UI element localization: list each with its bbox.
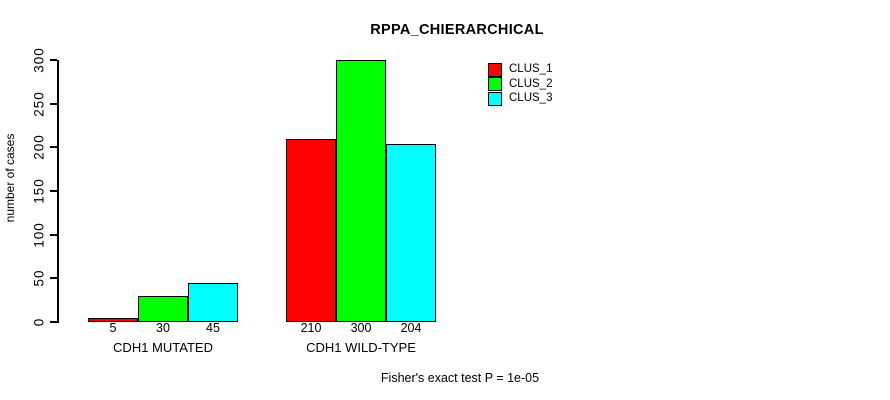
y-tick-label: 150 bbox=[31, 178, 47, 204]
legend-label: CLUS_2 bbox=[509, 77, 553, 90]
category-label: CDH1 WILD-TYPE bbox=[306, 340, 416, 355]
y-axis-label: number of cases bbox=[3, 133, 17, 223]
bar-value-label: 45 bbox=[206, 321, 220, 335]
bar-value-label: 210 bbox=[300, 321, 322, 335]
bar-clus_3-group2 bbox=[386, 143, 436, 322]
legend-swatch-icon bbox=[488, 62, 502, 77]
y-tick-mark bbox=[50, 59, 57, 61]
legend-item: CLUS_1 bbox=[488, 62, 553, 77]
legend-swatch-icon bbox=[488, 91, 502, 106]
y-tick-label: 200 bbox=[31, 134, 47, 161]
bar-clus_3-group1 bbox=[188, 282, 238, 322]
bar-clus_2-group1 bbox=[138, 295, 188, 322]
fisher-test-annotation: Fisher's exact test P = 1e-05 bbox=[380, 371, 540, 385]
bar-value-label: 5 bbox=[109, 321, 117, 335]
y-tick-mark bbox=[50, 190, 57, 192]
y-axis-line bbox=[57, 60, 59, 323]
bar-clus_2-group2 bbox=[336, 60, 386, 322]
legend-label: CLUS_3 bbox=[509, 92, 553, 104]
y-tick-label: 250 bbox=[31, 90, 47, 117]
bar-value-label: 30 bbox=[156, 321, 170, 335]
y-tick-mark bbox=[50, 233, 57, 236]
y-tick-label: 50 bbox=[31, 269, 47, 287]
legend: CLUS_1 CLUS_2 CLUS_3 bbox=[488, 62, 553, 107]
category-label: CDH1 MUTATED bbox=[113, 340, 213, 355]
bar-clus_1-group2 bbox=[286, 138, 336, 322]
legend-item: CLUS_2 bbox=[488, 77, 553, 91]
y-tick-mark bbox=[50, 146, 57, 149]
y-tick-label: 100 bbox=[31, 221, 47, 248]
bar-value-label: 204 bbox=[400, 321, 422, 335]
legend-item: CLUS_3 bbox=[488, 91, 553, 106]
y-tick-mark bbox=[50, 321, 57, 323]
y-tick-label: 300 bbox=[31, 47, 47, 73]
y-tick-label: 0 bbox=[31, 317, 47, 327]
legend-label: CLUS_1 bbox=[509, 63, 553, 75]
bar-clus_1-group1 bbox=[88, 317, 138, 322]
y-tick-mark bbox=[50, 277, 57, 280]
bar-value-label: 300 bbox=[350, 321, 372, 335]
legend-swatch-icon bbox=[488, 77, 502, 91]
y-tick-mark bbox=[50, 102, 57, 105]
chart-title: RPPA_CHIERARCHICAL bbox=[370, 22, 544, 38]
